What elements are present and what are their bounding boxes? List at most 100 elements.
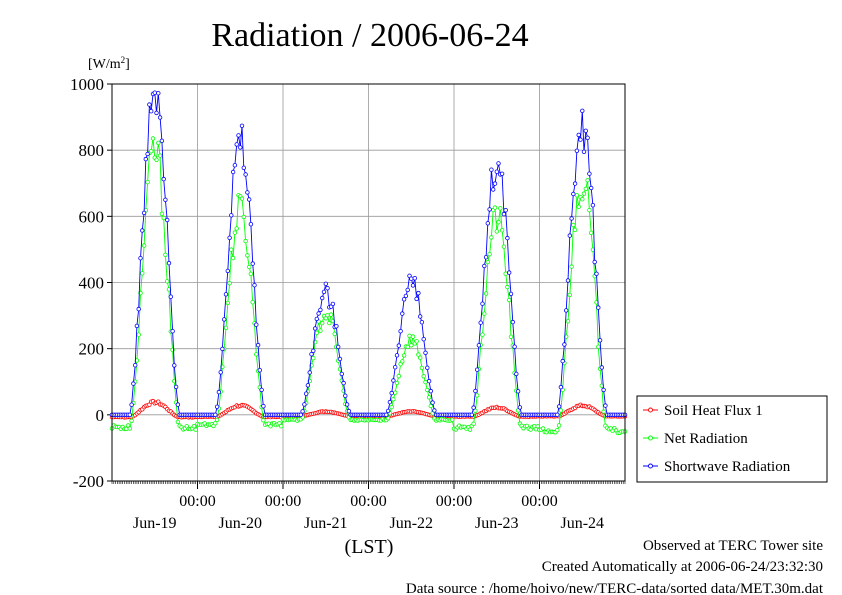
data-point <box>157 115 163 120</box>
data-point <box>232 162 238 168</box>
data-point <box>234 142 239 147</box>
data-point <box>396 373 401 379</box>
data-point <box>393 390 398 395</box>
chart-title: Radiation / 2006-06-24 <box>211 17 528 54</box>
x-day-label: Jun-23 <box>475 515 519 532</box>
data-point <box>501 244 507 249</box>
data-point <box>305 383 311 388</box>
data-point <box>127 426 132 431</box>
data-point <box>148 108 154 114</box>
data-point <box>428 403 433 409</box>
y-tick-label: 800 <box>79 141 105 160</box>
data-point <box>403 293 409 299</box>
data-point <box>239 123 245 128</box>
data-point <box>248 271 254 277</box>
data-point <box>145 179 150 185</box>
data-point <box>567 292 572 298</box>
data-point <box>159 138 165 143</box>
data-point <box>156 90 161 96</box>
data-point <box>405 287 410 293</box>
data-point <box>216 389 222 395</box>
data-point <box>300 409 305 414</box>
data-point <box>154 157 159 162</box>
data-point <box>318 307 323 313</box>
data-point <box>314 316 319 322</box>
data-point <box>307 370 312 375</box>
data-point <box>132 363 138 368</box>
x-tick-label: 00:00 <box>436 493 472 510</box>
y-unit-close: ] <box>125 57 130 72</box>
data-point <box>223 325 229 331</box>
data-point <box>230 169 236 175</box>
data-point <box>409 343 414 348</box>
data-point <box>229 213 234 218</box>
legend-label: Net Radiation <box>664 431 748 447</box>
data-point <box>245 253 250 258</box>
data-point <box>425 365 430 370</box>
data-point <box>129 402 134 407</box>
data-point <box>428 388 433 394</box>
data-point <box>467 427 473 432</box>
data-point <box>227 281 232 286</box>
legend: Soil Heat Flux 1 Net Radiation Shortwave R… <box>636 395 828 483</box>
x-day-label: Jun-20 <box>218 515 262 532</box>
data-point <box>425 387 430 393</box>
x-tick-label: 00:00 <box>521 493 557 510</box>
data-point <box>540 426 546 431</box>
data-point <box>476 343 482 348</box>
data-point <box>246 197 252 202</box>
data-point <box>558 384 564 390</box>
data-point <box>499 227 505 233</box>
data-point <box>412 276 417 281</box>
data-point <box>391 397 396 402</box>
data-point <box>498 206 503 211</box>
data-point <box>471 405 476 410</box>
data-point <box>389 390 394 396</box>
series-group <box>109 90 628 417</box>
data-point <box>255 342 261 348</box>
data-point <box>320 320 325 326</box>
data-point <box>535 424 540 429</box>
data-point <box>213 421 218 426</box>
data-point <box>241 165 246 170</box>
data-point <box>232 230 238 235</box>
data-point <box>508 334 514 339</box>
data-point <box>492 205 498 210</box>
data-point <box>501 211 507 217</box>
data-point <box>507 270 512 275</box>
legend-marker <box>648 463 653 469</box>
data-point <box>489 167 494 172</box>
data-point <box>485 259 490 265</box>
legend-label: Shortwave Radiation <box>664 459 791 475</box>
data-point <box>384 412 389 417</box>
data-point <box>254 352 259 357</box>
data-point <box>311 348 316 353</box>
data-point <box>430 400 435 405</box>
data-point <box>419 320 425 325</box>
data-point <box>505 284 510 290</box>
data-point <box>423 379 428 385</box>
data-point <box>389 405 394 410</box>
data-point <box>489 235 494 240</box>
data-point <box>572 227 578 233</box>
data-point <box>337 356 343 362</box>
y-axis: 1000 800 600 400 200 0 -200 <box>70 75 112 491</box>
x-axis-label: (LST) <box>345 536 394 558</box>
data-point <box>482 311 487 316</box>
data-point <box>583 186 588 191</box>
data-point <box>565 319 571 324</box>
legend-marker <box>648 435 653 441</box>
data-point <box>230 255 236 261</box>
data-point <box>483 291 489 296</box>
data-point <box>161 176 166 182</box>
data-point <box>423 350 428 355</box>
data-point <box>140 228 145 233</box>
x-day-label: Jun-21 <box>304 515 348 532</box>
data-point <box>252 283 257 288</box>
data-point <box>480 301 485 306</box>
data-point <box>478 320 483 325</box>
data-point <box>339 371 344 377</box>
data-point <box>250 261 255 266</box>
data-point <box>393 365 398 370</box>
data-point <box>483 255 489 260</box>
